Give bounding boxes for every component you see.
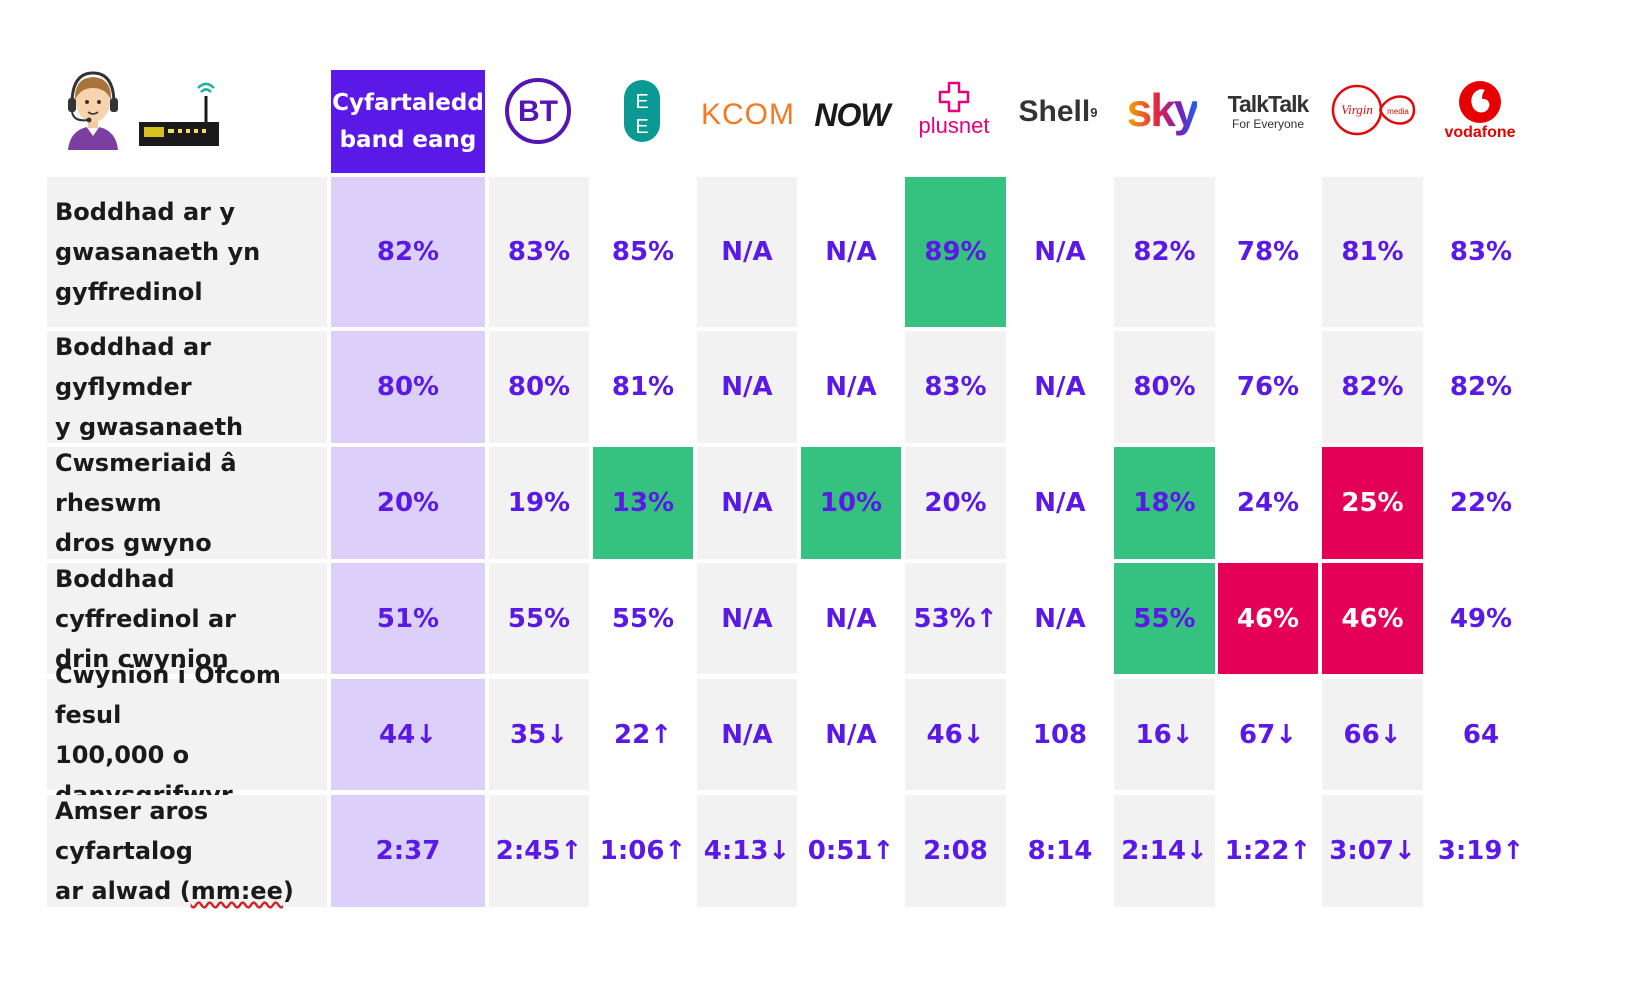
virgin-media-logo: Virgin media: [1326, 80, 1422, 140]
table-cell: N/A: [825, 372, 877, 402]
customer-service-agent-icon: [68, 71, 118, 150]
table-cell: N/A: [1034, 488, 1086, 518]
table-cell: 81%: [1322, 177, 1423, 327]
table-cell: N/A: [825, 719, 877, 750]
table-cell: 0:51↑: [807, 836, 895, 866]
table-cell: 4:13↓: [697, 795, 797, 907]
table-cell: 16↓: [1114, 679, 1215, 790]
table-cell: N/A: [697, 679, 797, 790]
table-cell: 24%: [1236, 488, 1300, 518]
table-cell: 18%: [1114, 447, 1215, 559]
row-label: Cwynion i Ofcom fesul 100,000 o danysgri…: [47, 661, 327, 809]
table-cell: 46%: [1218, 563, 1318, 674]
table-cell: 83%: [1449, 237, 1513, 267]
table-cell: 22%: [1449, 488, 1513, 518]
table-cell: 8:14: [1027, 836, 1093, 866]
table-cell: 80%: [1114, 331, 1215, 443]
table-cell: 66↓: [1322, 679, 1423, 790]
table-cell: 10%: [801, 447, 901, 559]
table-cell: 1:22↑: [1224, 836, 1312, 866]
talktalk-logo: TalkTalk For Everyone: [1227, 90, 1310, 131]
table-cell: 1:06↑: [599, 836, 687, 866]
table-cell: 82%: [1114, 177, 1215, 327]
sky-logo: sky: [1126, 84, 1200, 136]
table-cell: 82%: [1322, 331, 1423, 443]
table-cell: N/A: [1034, 237, 1086, 267]
table-cell: N/A: [697, 563, 797, 674]
table-cell: 67↓: [1239, 719, 1297, 750]
table-cell: 46%: [1322, 563, 1423, 674]
table-cell: 22↑: [614, 719, 672, 750]
broadband-router-icon: [139, 82, 219, 146]
row-label: Boddhad ar gyflymder y gwasanaeth: [47, 331, 327, 443]
table-cell: N/A: [1034, 372, 1086, 402]
table-cell: 51%: [331, 563, 485, 674]
plusnet-logo: plusnet: [906, 78, 1002, 140]
table-cell: N/A: [825, 237, 877, 267]
vodafone-logo: vodafone: [1430, 80, 1530, 142]
bt-logo: BT: [492, 76, 584, 146]
table-cell: 55%: [1114, 563, 1215, 674]
table-cell: 82%: [1449, 372, 1513, 402]
table-cell: N/A: [697, 331, 797, 443]
table-cell: 83%: [905, 331, 1006, 443]
table-cell: 82%: [331, 177, 485, 327]
row-label: Cwsmeriaid â rheswm dros gwyno: [47, 447, 327, 559]
average-column-header: Cyfartaledd band eang: [331, 70, 485, 173]
table-cell: 80%: [331, 331, 485, 443]
table-cell: N/A: [825, 603, 877, 634]
table-cell: N/A: [697, 177, 797, 327]
table-cell: 3:19↑: [1437, 836, 1525, 866]
svg-text:E: E: [635, 116, 648, 138]
shell-logo: Shell 9: [1018, 95, 1098, 128]
table-cell: 20%: [331, 447, 485, 559]
table-cell: 35↓: [489, 679, 589, 790]
table-cell: 108: [1032, 719, 1088, 750]
table-cell: 2:08: [905, 795, 1006, 907]
table-cell: N/A: [1034, 603, 1086, 634]
table-cell: 13%: [593, 447, 693, 559]
table-cell: 19%: [489, 447, 589, 559]
table-cell: 64: [1462, 719, 1500, 750]
table-cell: 44↓: [331, 679, 485, 790]
bt-logo-text: BT: [518, 95, 558, 128]
table-cell: 89%: [905, 177, 1006, 327]
row-label: Boddhad ar y gwasanaeth yn gyffredinol: [47, 177, 327, 327]
table-cell: 81%: [611, 372, 675, 402]
kcom-logo: KCOM: [701, 98, 795, 131]
table-cell: 2:14↓: [1114, 795, 1215, 907]
svg-text:media: media: [1387, 107, 1409, 116]
table-cell: N/A: [697, 447, 797, 559]
table-cell: 55%: [611, 603, 675, 634]
table-cell: 85%: [611, 237, 675, 267]
table-cell: 55%: [489, 563, 589, 674]
table-cell: 20%: [905, 447, 1006, 559]
table-cell: 83%: [489, 177, 589, 327]
table-cell: 53%↑: [905, 563, 1006, 674]
ee-logo: E E: [596, 76, 688, 146]
table-cell: 78%: [1236, 237, 1300, 267]
table-cell: 3:07↓: [1322, 795, 1423, 907]
table-cell: 49%: [1449, 603, 1513, 634]
svg-text:E: E: [635, 91, 648, 113]
table-cell: 2:45↑: [489, 795, 589, 907]
table-cell: 46↓: [905, 679, 1006, 790]
table-cell: 76%: [1236, 372, 1300, 402]
table-cell: 80%: [489, 331, 589, 443]
svg-text:Virgin: Virgin: [1341, 102, 1373, 117]
row-label: Boddhad cyffredinol ar drin cwynion: [47, 563, 327, 674]
now-logo: NOW: [814, 96, 890, 133]
table-cell: 25%: [1322, 447, 1423, 559]
table-cell: 2:37: [331, 795, 485, 907]
row-label: Amser aros cyfartalog ar alwad (mm:ee): [47, 795, 327, 907]
